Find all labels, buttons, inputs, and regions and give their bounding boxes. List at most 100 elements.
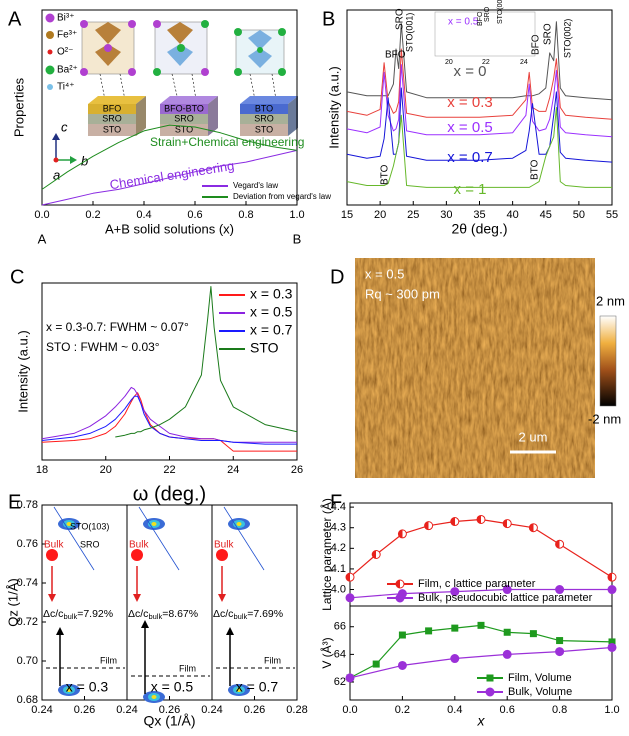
annotation: 22: [482, 59, 490, 66]
crystal: [234, 28, 286, 76]
y-tick-label: 66: [334, 621, 346, 633]
layer-label: STO: [175, 124, 193, 134]
axis-name: c: [61, 119, 68, 134]
marker: [395, 593, 405, 603]
strain-part: =7.92%: [77, 608, 113, 620]
panel-label: E: [8, 491, 21, 513]
panel-caption: x = 0.5: [151, 679, 194, 695]
layer-label: STO: [103, 124, 121, 134]
rsm-streak: [223, 506, 265, 571]
strain-part: bulk: [233, 612, 247, 621]
annotation: SRO: [395, 8, 406, 30]
layer-stack: [240, 96, 298, 136]
bulk-dot: [131, 549, 143, 561]
layer-label: BFO: [103, 103, 122, 113]
x-tick-label: 0.2: [395, 704, 410, 716]
film-arrow-head: [141, 620, 149, 628]
x-tick-label: 26: [291, 464, 303, 476]
marker: [502, 519, 512, 529]
y-tick-label: 0.78: [17, 499, 38, 511]
strain-part: =7.69%: [247, 608, 283, 620]
crystal: [153, 20, 209, 76]
layer-label: BTO: [255, 103, 273, 113]
marker: [345, 673, 355, 683]
layer-label: STO: [255, 124, 273, 134]
panel-caption: x = 0.7: [236, 679, 279, 695]
panel-label: C: [10, 266, 24, 288]
layer-label: SRO: [102, 113, 122, 123]
marker: [555, 585, 565, 595]
y-tick-label: 62: [334, 676, 346, 688]
marker: [395, 579, 405, 589]
panel-label: D: [330, 266, 344, 288]
series-line: [346, 21, 613, 101]
marker: [371, 550, 381, 559]
marker: [397, 529, 407, 539]
y-axis-label: Properties: [11, 77, 26, 137]
ion-dot: [45, 65, 55, 75]
rsm-streak: [53, 506, 95, 571]
colorbar-label: -2 nm: [588, 411, 621, 426]
annotation: B: [293, 231, 302, 246]
strain-part: =8.67%: [162, 608, 198, 620]
rsm-spot: [151, 695, 157, 699]
marker: [345, 593, 355, 603]
marker: [425, 627, 433, 635]
annotation: SRO: [543, 23, 554, 45]
plot-frame: [349, 605, 613, 701]
crystal: [80, 20, 136, 76]
marker: [503, 628, 511, 636]
strain-label: Δc/cbulk=7.92%: [43, 608, 113, 621]
annotation: SRO: [484, 6, 491, 22]
panel-label: F: [330, 491, 342, 513]
annotation: x = 0.5: [448, 17, 479, 28]
series-line: [346, 87, 613, 163]
x-tick-label: 50: [573, 209, 585, 221]
rsm-spot: [236, 522, 242, 526]
panel-caption: x = 0.3: [66, 679, 109, 695]
rsm-text: SRO: [80, 539, 100, 549]
series-label: x = 0.5: [447, 119, 492, 136]
x-tick-label: 0.8: [552, 704, 567, 716]
legend-label: x = 0.5: [250, 304, 293, 320]
y-tick-label: 0.72: [17, 616, 38, 628]
x-tick-label: 0.2: [85, 209, 100, 221]
strain-part: Δc/c: [213, 608, 233, 620]
marker: [450, 517, 460, 527]
rsm-streak: [138, 506, 180, 571]
bulk-arrow-head: [133, 594, 141, 602]
y-axis-label: Qz (1/Å): [5, 578, 20, 626]
y-axis-label: Intensity (a.u.): [15, 330, 30, 412]
marker: [502, 649, 512, 659]
x-tick-label: 20: [374, 209, 386, 221]
y-tick-label: 0.76: [17, 538, 38, 550]
annotation: 20: [445, 59, 453, 66]
panel-label: A: [8, 8, 22, 30]
marker: [608, 638, 616, 646]
marker: [607, 642, 617, 652]
annotation: BTO: [530, 159, 541, 180]
y-tick-label: 4.2: [331, 542, 346, 554]
x-axis-label: Qx (1/Å): [143, 713, 195, 729]
x-tick-label: 0.24: [116, 704, 137, 716]
series-line: [41, 395, 297, 445]
afm-text: x = 0.5: [365, 266, 404, 281]
annotation: x = 0.3-0.7: FWHM ~ 0.07°: [46, 320, 189, 334]
x-tick-label: 0.4: [447, 704, 462, 716]
marker: [556, 637, 564, 645]
rsm-text: Film: [100, 655, 117, 665]
x-tick-label: 1.0: [604, 704, 619, 716]
legend-label: STO: [250, 340, 279, 356]
legend-label: x = 0.7: [250, 322, 293, 338]
legend-label: Bulk, pseudocubic lattice parameter: [418, 592, 593, 604]
rsm-spot: [66, 688, 72, 692]
rsm-text: STO(103): [70, 521, 109, 531]
marker: [607, 585, 617, 595]
marker: [450, 654, 460, 664]
annotation: BFO: [477, 11, 484, 26]
ion-label: Ba²⁺: [57, 65, 78, 76]
marker: [607, 572, 617, 582]
legend-label: Film, Volume: [508, 672, 572, 684]
series-line: [41, 386, 297, 443]
